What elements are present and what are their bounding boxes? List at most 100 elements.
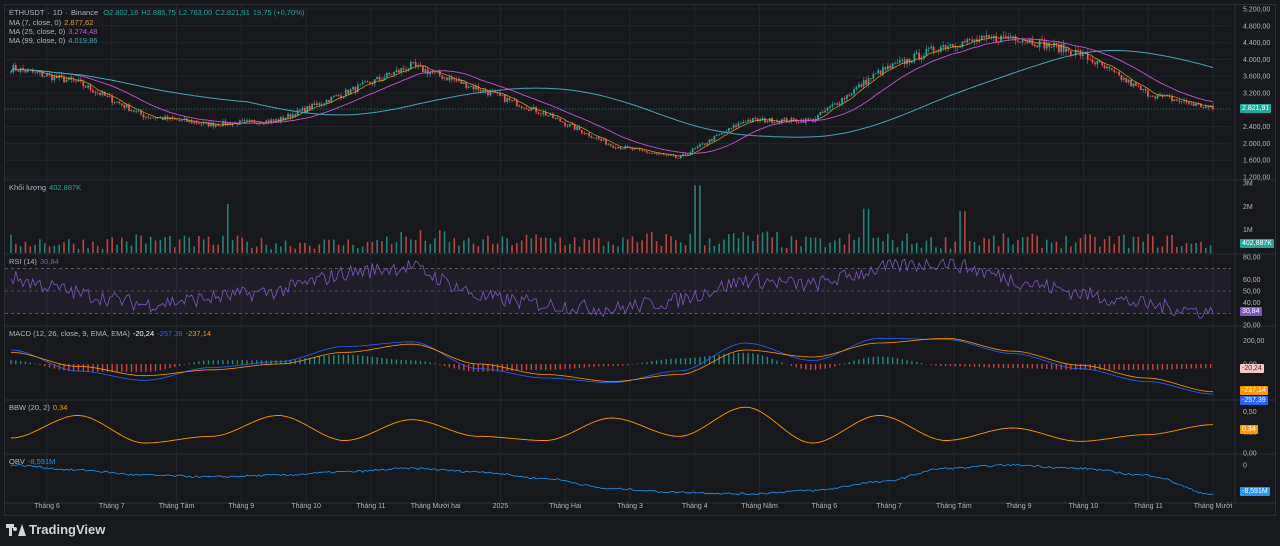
- volume-bar: [68, 239, 70, 253]
- macd-histogram-bar: [655, 360, 658, 365]
- candle-body: [1108, 66, 1111, 69]
- candle-body: [438, 71, 441, 76]
- macd-histogram-bar: [641, 362, 643, 365]
- symbol-exchange: Binance: [71, 8, 99, 17]
- candle-body: [308, 105, 311, 110]
- volume-bar: [1007, 237, 1010, 253]
- macd-histogram-bar: [598, 364, 600, 367]
- candle-body: [144, 116, 147, 118]
- volume-bar: [294, 248, 297, 253]
- candle-body: [381, 79, 383, 81]
- ohlc-open: O2.802,16: [103, 8, 139, 17]
- candle-body: [925, 48, 928, 56]
- chart-canvas[interactable]: Tháng 6 Tháng 7 Tháng Tám Tháng 9 Tháng 10 Th…: [5, 5, 1275, 515]
- candle-body: [1173, 99, 1176, 102]
- volume-bar: [1209, 245, 1212, 253]
- macd-histogram-bar: [689, 357, 691, 365]
- volume-bar: [1045, 239, 1048, 253]
- volume-bar: [251, 247, 253, 253]
- tradingview-icon: [6, 523, 26, 536]
- candle-body: [549, 113, 552, 116]
- candle-body: [547, 115, 550, 117]
- candle-body: [335, 95, 338, 97]
- ma7-legend[interactable]: MA (7, close, 0) 2.877,62: [9, 18, 96, 28]
- candle-body: [607, 144, 610, 145]
- macd-histogram-bar: [1022, 364, 1024, 369]
- rsi-legend[interactable]: RSI (14) 30,84: [9, 257, 62, 267]
- volume-bar: [448, 242, 451, 253]
- volume-bar: [665, 234, 667, 253]
- volume-bar: [699, 185, 701, 253]
- candle-body: [1091, 59, 1094, 63]
- ma25-legend[interactable]: MA (25, close, 0) 3.274,48: [9, 27, 100, 37]
- candle-body: [1103, 65, 1106, 69]
- x-tick-label: Tháng 11: [1134, 503, 1163, 510]
- price-axis-tick: 5.200,00: [1243, 7, 1270, 14]
- ohlc-close: C2.821,91: [215, 8, 250, 17]
- macd-histogram-bar: [1132, 364, 1135, 370]
- candle-body: [125, 104, 128, 108]
- symbol-name[interactable]: ETHUSDT: [9, 8, 45, 17]
- macd-histogram-bar: [805, 364, 807, 370]
- macd-histogram-bar: [752, 353, 754, 365]
- macd-histogram-bar: [545, 364, 547, 370]
- tradingview-logo[interactable]: TradingView: [6, 522, 105, 537]
- candle-body: [896, 62, 899, 64]
- volume-bar: [915, 242, 918, 253]
- macd-histogram-bar: [361, 355, 364, 365]
- candle-body: [116, 101, 118, 103]
- bbw-legend[interactable]: BBW (20, 2) 0,34: [9, 403, 70, 413]
- macd-histogram-bar: [429, 362, 431, 365]
- candle-body: [496, 92, 499, 94]
- candle-body: [1002, 35, 1005, 37]
- volume-legend[interactable]: Khối lượng 402,887K: [9, 183, 84, 193]
- volume-bar: [747, 235, 749, 253]
- candle-body: [347, 89, 350, 95]
- volume-bar: [313, 248, 316, 253]
- candle-body: [901, 59, 904, 61]
- obv-legend[interactable]: OBV -8,591M: [9, 457, 58, 467]
- candle-body: [405, 69, 407, 71]
- candle-body: [1171, 96, 1173, 102]
- candle-body: [477, 86, 480, 91]
- candle-body: [756, 118, 759, 122]
- macd-legend[interactable]: MACD (12, 26, close, 9, EMA, EMA) -20,24-…: [9, 329, 214, 339]
- candle-body: [749, 119, 752, 122]
- volume-bar: [169, 236, 171, 253]
- candle-body: [580, 130, 583, 134]
- candle-body: [959, 46, 961, 48]
- symbol-interval[interactable]: 1D: [52, 8, 63, 17]
- volume-bar: [944, 237, 947, 253]
- volume-bar: [1171, 234, 1173, 253]
- candle-body: [359, 84, 362, 86]
- volume-bar: [149, 236, 152, 253]
- ma99-legend[interactable]: MA (99, close, 0) 4.019,86: [9, 36, 100, 46]
- macd-histogram-bar: [255, 360, 258, 365]
- macd-histogram-bar: [1147, 364, 1149, 370]
- candle-body: [89, 85, 92, 91]
- macd-histogram-bar: [323, 355, 325, 365]
- volume-bar: [82, 239, 85, 253]
- candle-body: [838, 103, 841, 105]
- macd-histogram-bar: [477, 364, 480, 372]
- chart-area[interactable]: Tháng 6 Tháng 7 Tháng Tám Tháng 9 Tháng 10 Th…: [4, 4, 1276, 516]
- macd-histogram-bar: [1079, 364, 1082, 370]
- candle-body: [1183, 100, 1185, 102]
- macd-histogram-bar: [19, 360, 22, 365]
- macd-histogram-bar: [405, 360, 407, 365]
- volume-bar: [34, 244, 36, 253]
- volume-bar: [1142, 241, 1144, 253]
- candle-body: [323, 103, 326, 105]
- candle-body: [761, 118, 764, 120]
- x-tick-label: Tháng Tám: [936, 503, 972, 510]
- volume-bar: [376, 239, 378, 253]
- candle-body: [434, 71, 436, 73]
- macd-histogram-bar: [1185, 364, 1188, 369]
- candle-body: [973, 39, 976, 42]
- candle-body: [455, 79, 458, 82]
- volume-bar: [1031, 233, 1034, 253]
- macd-histogram-bar: [564, 364, 566, 370]
- macd-histogram-bar: [1026, 364, 1029, 369]
- volume-bar: [1185, 242, 1188, 253]
- macd-histogram-bar: [535, 364, 537, 370]
